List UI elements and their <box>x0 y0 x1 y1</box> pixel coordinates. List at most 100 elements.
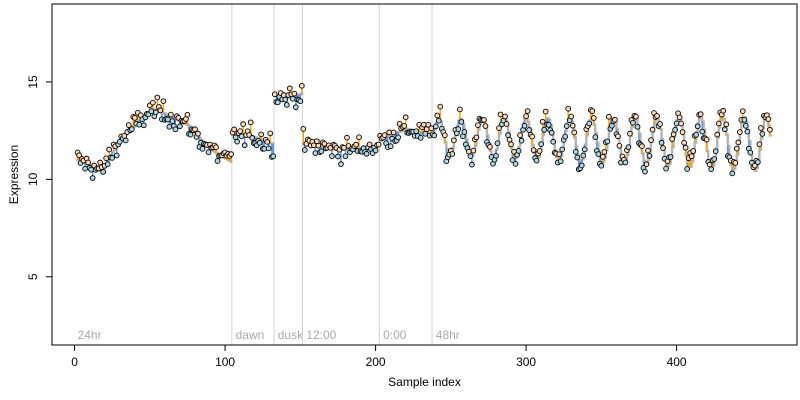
data-point <box>634 123 641 130</box>
data-point <box>434 112 441 119</box>
data-point <box>372 147 379 154</box>
data-point <box>563 123 570 129</box>
data-point <box>657 121 663 127</box>
data-point <box>756 141 763 148</box>
data-point <box>512 161 519 167</box>
data-point <box>690 148 697 154</box>
data-point <box>113 152 120 159</box>
data-point <box>267 130 274 137</box>
data-point <box>469 161 475 168</box>
data-point <box>166 123 173 130</box>
data-point <box>733 145 740 152</box>
data-point <box>714 131 721 138</box>
data-point <box>720 107 727 114</box>
data-point <box>264 139 271 145</box>
data-point <box>168 111 174 118</box>
y-tick-label: 5 <box>26 273 40 280</box>
data-point <box>642 168 648 175</box>
data-point <box>247 119 254 126</box>
data-point <box>758 125 764 131</box>
data-point <box>736 129 743 135</box>
data-point <box>627 130 633 137</box>
data-point <box>329 153 335 159</box>
data-point <box>572 149 579 155</box>
data-point <box>435 117 442 124</box>
data-point <box>172 126 179 133</box>
data-point <box>646 152 653 159</box>
data-point <box>441 132 448 139</box>
data-point <box>473 134 480 141</box>
data-point <box>559 146 566 153</box>
phase-label: 0:00 <box>383 328 407 342</box>
x-tick-label: 200 <box>366 355 386 369</box>
data-point <box>721 126 728 133</box>
data-point <box>149 99 156 106</box>
data-point <box>739 108 746 115</box>
data-point <box>612 116 618 123</box>
data-point <box>744 128 751 135</box>
data-point <box>625 144 632 150</box>
data-point <box>503 121 510 127</box>
data-point <box>140 122 147 129</box>
data-point <box>187 131 194 138</box>
data-point <box>289 95 296 102</box>
data-point <box>298 82 305 89</box>
data-point <box>381 132 388 138</box>
phase-label: dawn <box>236 328 265 342</box>
data-point <box>592 134 599 140</box>
x-tick-label: 400 <box>667 355 687 369</box>
data-point <box>205 149 212 156</box>
data-point <box>538 141 544 147</box>
data-point <box>529 133 535 140</box>
data-point <box>517 132 523 139</box>
data-point <box>616 142 623 149</box>
data-point <box>318 148 325 155</box>
data-point <box>595 151 602 157</box>
data-point <box>732 160 739 166</box>
data-point <box>356 134 362 141</box>
data-point <box>660 145 666 151</box>
data-point <box>425 121 432 128</box>
data-point <box>648 137 654 143</box>
data-point <box>493 152 499 159</box>
data-point <box>128 126 135 132</box>
data-point <box>669 136 675 142</box>
data-point <box>505 132 511 138</box>
data-point <box>735 139 742 146</box>
data-point <box>375 141 382 148</box>
data-point <box>496 125 502 131</box>
data-point <box>450 137 457 144</box>
data-point <box>667 154 674 160</box>
data-point <box>238 133 245 140</box>
data-point <box>160 98 167 105</box>
phase-label: 12:00 <box>306 328 336 342</box>
data-point <box>100 169 107 175</box>
data-point <box>645 147 651 154</box>
data-point <box>630 119 636 126</box>
data-point <box>533 157 540 164</box>
data-point <box>747 149 754 156</box>
data-point <box>715 120 722 127</box>
data-point <box>432 123 439 130</box>
data-point <box>678 120 684 127</box>
data-point <box>428 125 435 132</box>
data-point <box>654 113 660 119</box>
data-point <box>413 128 420 135</box>
data-point <box>300 126 307 132</box>
data-point <box>557 158 564 165</box>
data-point <box>437 103 444 110</box>
data-point <box>214 158 221 164</box>
data-point <box>682 144 689 151</box>
x-axis-label: Sample index <box>388 375 461 389</box>
data-point <box>539 118 546 125</box>
data-point <box>470 147 477 154</box>
data-point <box>643 161 650 168</box>
data-point <box>599 153 606 160</box>
plot-frame <box>51 3 798 346</box>
data-point <box>767 126 773 133</box>
data-point <box>609 122 615 129</box>
data-point <box>699 128 706 135</box>
data-point <box>571 129 578 136</box>
data-point <box>562 133 569 140</box>
